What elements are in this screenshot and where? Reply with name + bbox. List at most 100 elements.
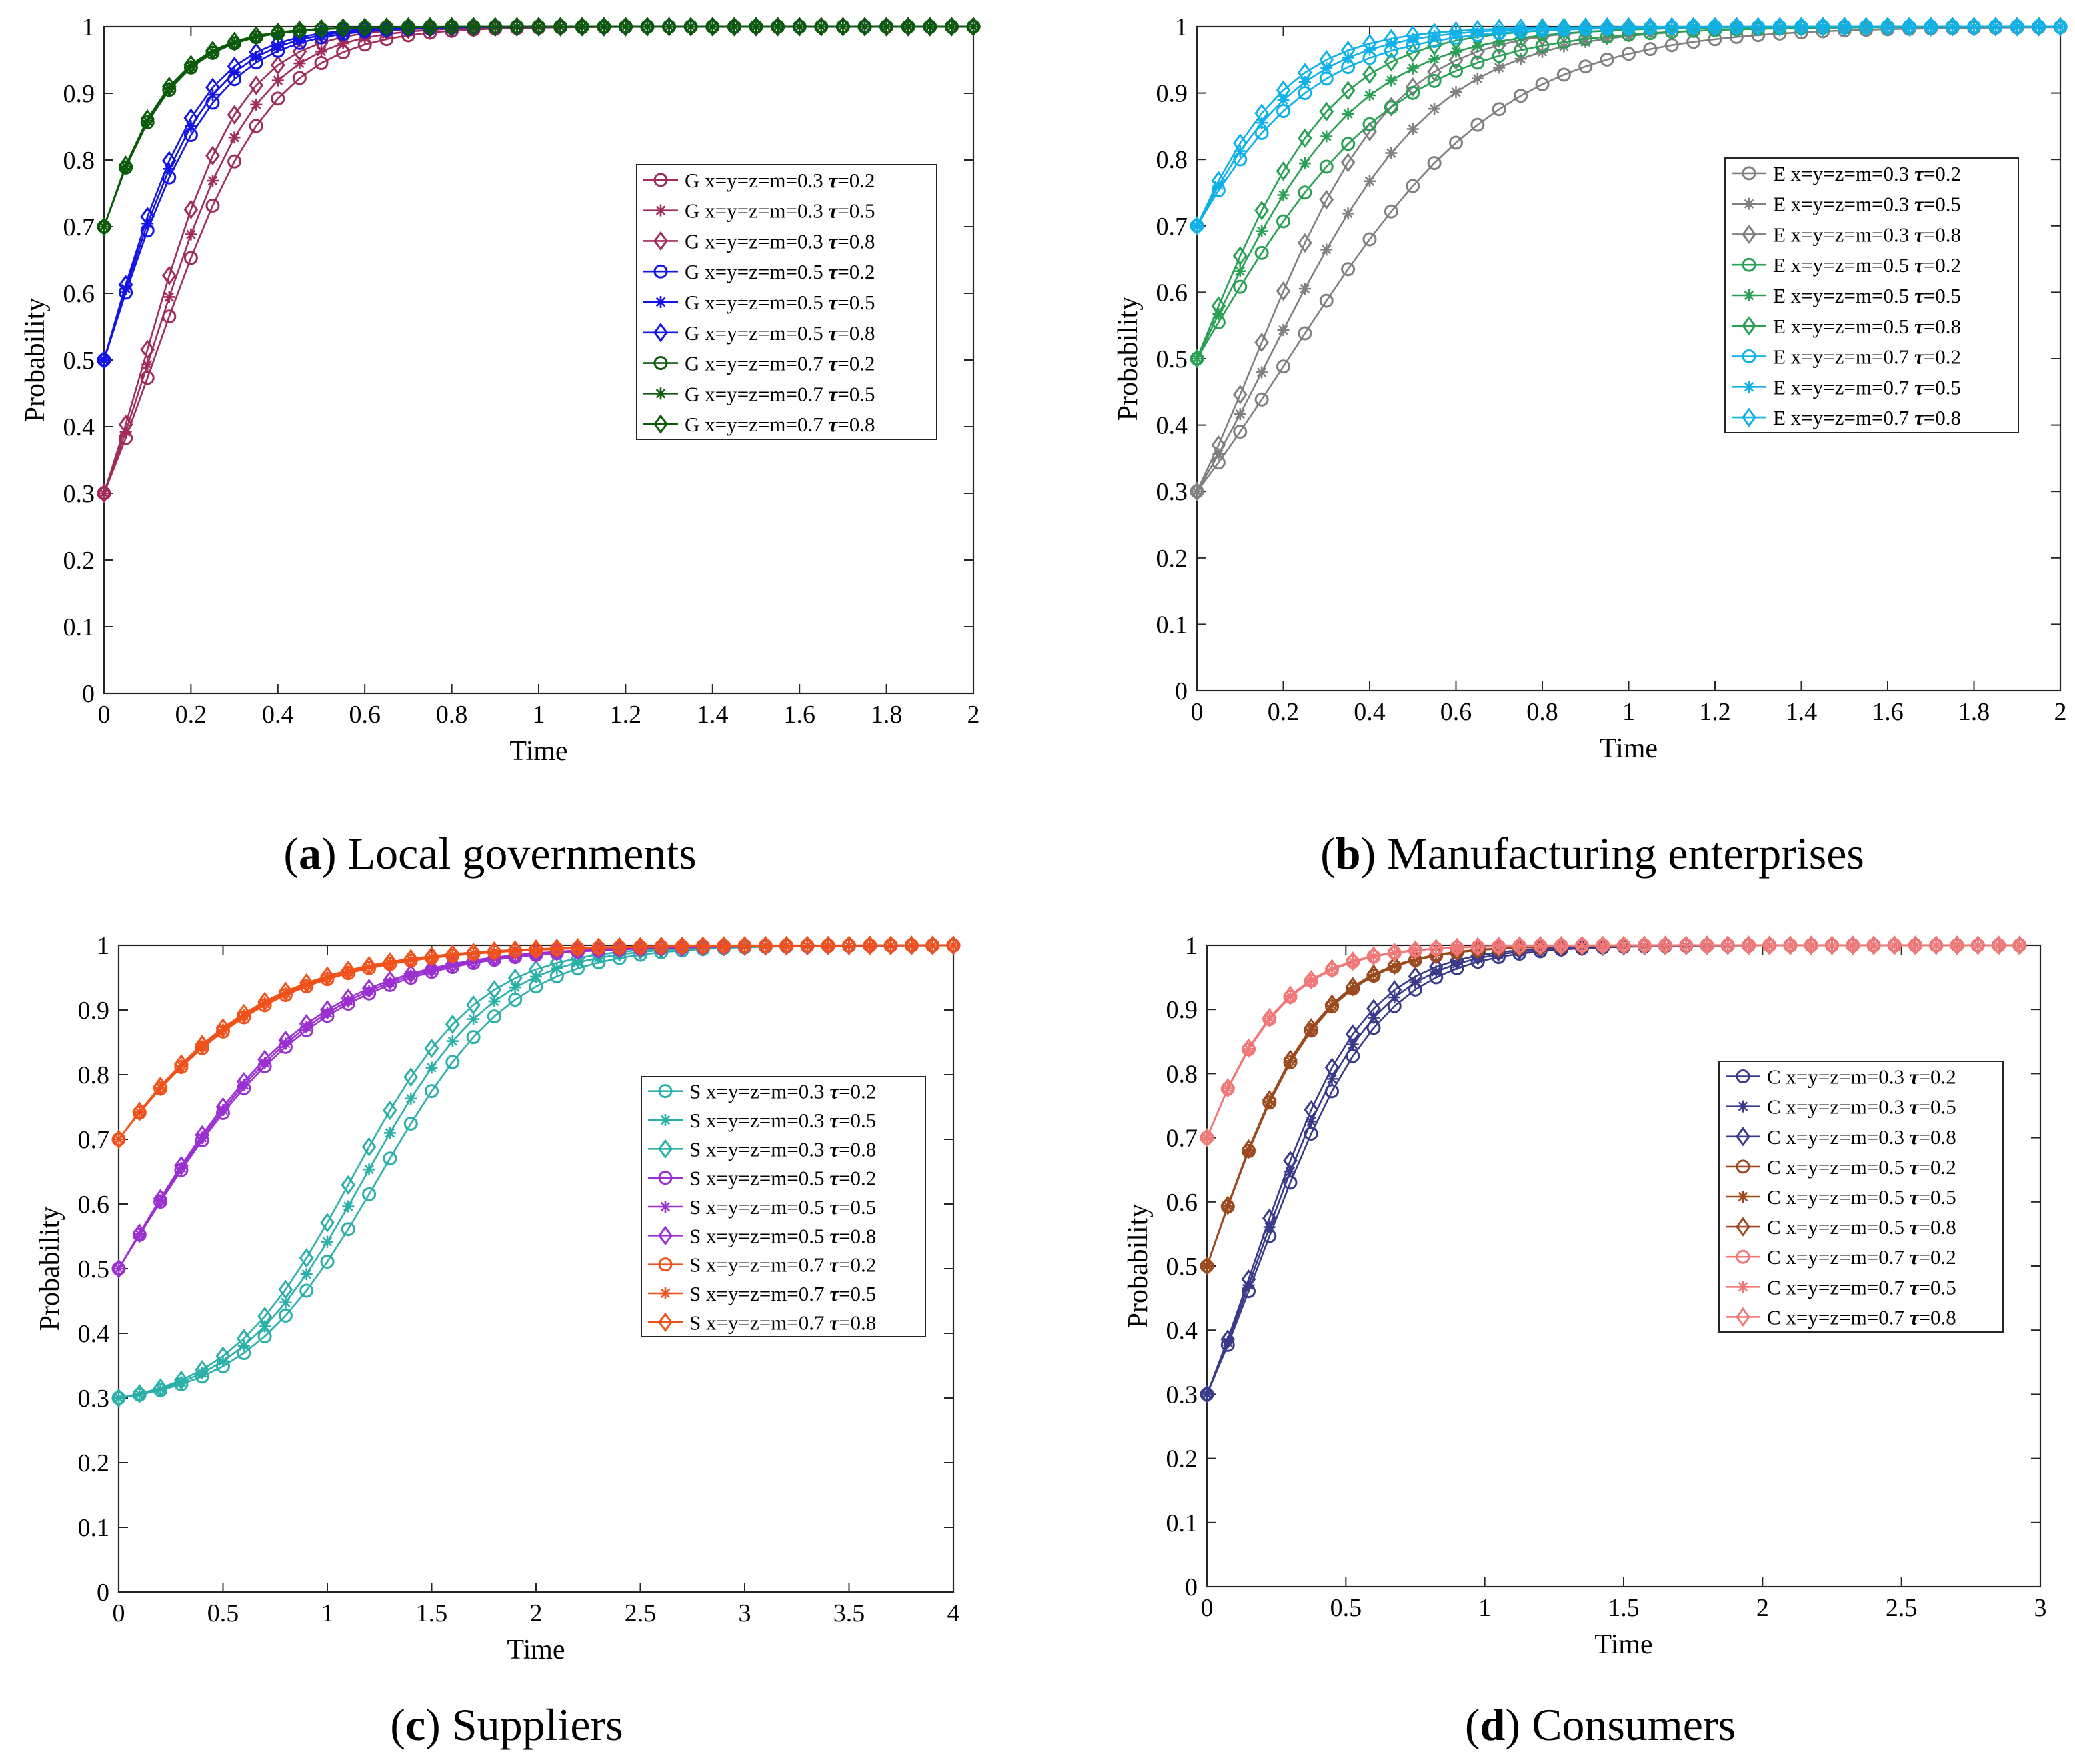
legend-marker [1742, 407, 1756, 427]
data-point [337, 37, 349, 50]
data-point [1406, 33, 1419, 45]
legend-label-main: C x=y=z=m=0.7 [1767, 1275, 1910, 1299]
legend-entry: E x=y=z=m=0.3 τ=0.5 [1732, 193, 1961, 216]
legend-entry: G x=y=z=m=0.3 τ=0.2 [643, 169, 875, 192]
data-point [1346, 1038, 1359, 1051]
data-point [1741, 935, 1756, 955]
legend-entry: G x=y=z=m=0.3 τ=0.8 [643, 229, 875, 253]
data-point [901, 17, 916, 37]
legend-label-tau: τ [829, 1224, 839, 1247]
data-point [1700, 935, 1714, 955]
data-point [1319, 101, 1334, 122]
data-point [292, 71, 307, 85]
data-point [2031, 17, 2046, 37]
data-point [335, 18, 351, 38]
data-point [1304, 1099, 1319, 1120]
data-point [944, 17, 959, 37]
data-point [716, 936, 731, 956]
data-point [1427, 73, 1442, 88]
legend-label-tau: τ [1914, 284, 1924, 307]
data-point [183, 55, 199, 75]
y-tick-label: 0.2 [1156, 545, 1188, 573]
data-point [529, 939, 543, 959]
y-tick-label: 0.7 [78, 1126, 110, 1154]
data-point [237, 1079, 250, 1091]
data-point [1362, 64, 1377, 85]
x-tick-label: 2 [967, 701, 980, 729]
legend-label-value: =0.2 [1919, 1065, 1956, 1089]
data-point [236, 1329, 251, 1349]
data-point [1276, 161, 1291, 181]
data-point [1324, 1057, 1340, 1077]
data-point [1305, 1115, 1318, 1128]
legend-label-main: G x=y=z=m=0.7 [685, 382, 828, 405]
data-point [487, 1009, 501, 1024]
data-point [1887, 935, 1902, 955]
legend-label-main: G x=y=z=m=0.7 [685, 352, 828, 375]
y-tick-label: 1 [97, 932, 109, 960]
legend-label: S x=y=z=m=0.7 τ=0.8 [689, 1311, 876, 1334]
data-point [175, 1059, 187, 1072]
legend-label-tau: τ [1914, 193, 1924, 216]
legend-label-tau: τ [828, 260, 838, 283]
caption-c: (c) Suppliers [390, 1699, 623, 1750]
legend-marker [1736, 1307, 1750, 1327]
data-point [1304, 1018, 1319, 1038]
data-point [1277, 324, 1290, 337]
data-point [1514, 89, 1528, 103]
data-point [174, 1370, 189, 1390]
data-point [1492, 102, 1506, 117]
data-point [1319, 293, 1334, 308]
data-point [862, 935, 877, 955]
data-point [1220, 1078, 1236, 1098]
data-point [227, 31, 242, 51]
legend-label-value: =0.8 [1924, 315, 1961, 338]
data-point [1254, 333, 1269, 353]
data-point [227, 105, 242, 125]
legend-label: S x=y=z=m=0.3 τ=0.2 [689, 1080, 876, 1103]
data-point [278, 1030, 293, 1051]
legend-entry: E x=y=z=m=0.5 τ=0.2 [1732, 253, 1961, 277]
data-point [249, 119, 263, 133]
data-point [1406, 123, 1419, 135]
data-point [403, 1116, 418, 1131]
data-point [132, 1101, 147, 1121]
data-point [320, 966, 335, 986]
legend-label: C x=y=z=m=0.7 τ=0.5 [1767, 1275, 1956, 1299]
data-point [1320, 243, 1333, 256]
legend-entry: G x=y=z=m=0.3 τ=0.5 [643, 199, 875, 223]
y-tick-label: 1 [82, 13, 95, 41]
legend-label: G x=y=z=m=0.7 τ=0.5 [685, 382, 875, 405]
y-axis-label: Probability [1123, 1204, 1154, 1329]
data-point [487, 17, 503, 37]
data-point [1362, 33, 1377, 53]
data-point [1364, 175, 1376, 187]
data-point [1254, 245, 1269, 260]
data-point [1340, 81, 1356, 101]
data-point [1276, 281, 1291, 301]
caption-a: (a) Local governments [283, 828, 696, 879]
y-tick-label: 0.1 [1166, 1509, 1198, 1537]
data-point [1298, 157, 1311, 170]
legend-label-tau: τ [828, 321, 838, 345]
panel-manufacturing-enterprises: 0 0.2 0.4 0.6 0.8 1 1.2 1.4 1.6 1.8 2 0 0.1 0.2 0.3 0.4… [1113, 13, 2068, 764]
x-tick-label: 1.4 [697, 701, 729, 729]
data-point [1234, 408, 1246, 421]
data-point [1970, 935, 1986, 955]
data-point [118, 415, 133, 435]
data-point [1579, 36, 1592, 49]
data-point [1211, 435, 1226, 455]
legend-label: C x=y=z=m=0.3 τ=0.2 [1767, 1065, 1956, 1089]
data-point [683, 17, 699, 37]
data-point [1514, 43, 1528, 57]
data-point [379, 17, 394, 37]
legend-label-value: =0.5 [837, 199, 875, 223]
data-point [249, 75, 264, 95]
data-point [174, 1054, 189, 1074]
data-point [1428, 53, 1441, 65]
data-point [1384, 204, 1398, 219]
data-point [257, 1306, 272, 1327]
legend-label: C x=y=z=m=0.5 τ=0.8 [1767, 1215, 1956, 1239]
x-tick-label: 1.8 [871, 701, 903, 729]
legend-label-tau: τ [829, 1195, 839, 1219]
